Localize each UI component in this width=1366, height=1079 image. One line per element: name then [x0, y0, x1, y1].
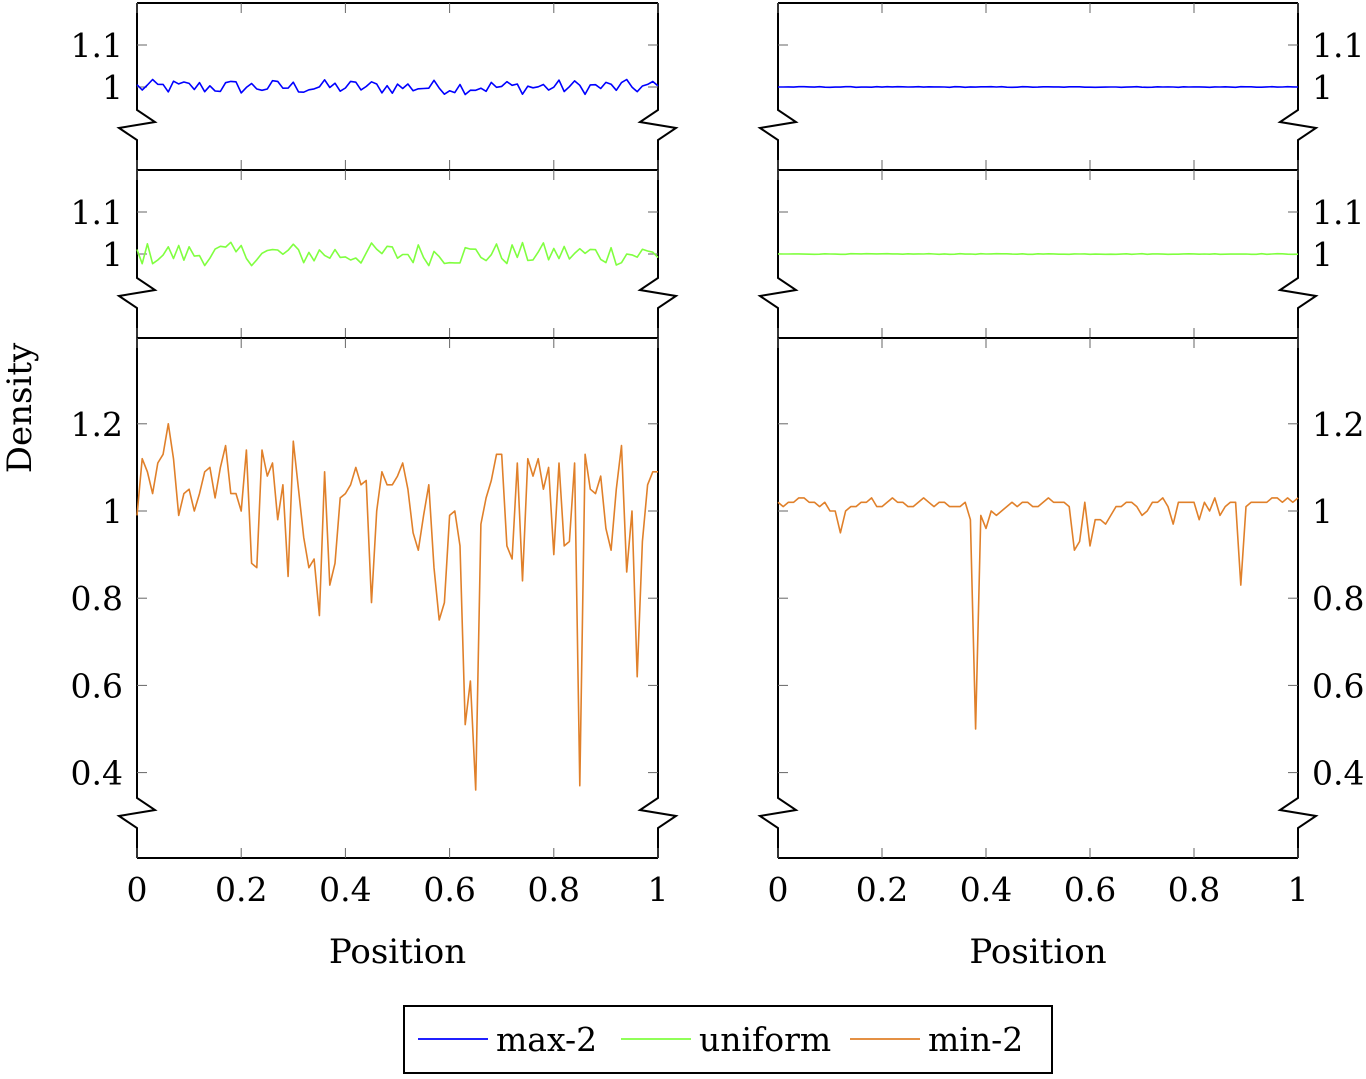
axis-left-border-break [116, 338, 158, 858]
y-tick-label: 0.6 [71, 666, 123, 705]
axis-left-border-break [757, 3, 799, 170]
y-tick-label: 0.4 [71, 754, 123, 793]
y-tick-label: 0.8 [71, 579, 123, 618]
axis-left-border-break [116, 170, 158, 338]
series-line-max-2 [136, 78, 659, 96]
legend-entry-max-2: max-2 [418, 1020, 597, 1059]
y-tick-label: 0.4 [1312, 754, 1364, 793]
y-tick-label: 1.1 [71, 193, 123, 232]
y-tick-label: 1.1 [1312, 26, 1364, 65]
x-axis-title: Position [329, 932, 466, 972]
y-tick-label: 1 [1312, 68, 1333, 107]
x-tick-label: 0.2 [856, 870, 908, 909]
y-tick-label: 1 [102, 492, 123, 531]
x-tick-label: 0.4 [960, 870, 1012, 909]
series-line-uniform [777, 252, 1299, 256]
x-tick-label: 1 [1288, 870, 1309, 909]
panel-right-top: 11.1 [757, 2, 1364, 170]
x-tick-label: 0.4 [319, 870, 371, 909]
x-axis-title: Position [969, 932, 1106, 972]
legend-label: max-2 [496, 1020, 597, 1059]
series-line-max-2 [778, 85, 1299, 89]
x-tick-label: 0 [127, 870, 148, 909]
legend-entry-uniform: uniform [621, 1020, 831, 1059]
x-tick-label: 0 [768, 870, 789, 909]
y-tick-label: 1.1 [71, 26, 123, 65]
legend-entry-min-2: min-2 [850, 1020, 1023, 1059]
axis-left-border-break [757, 170, 799, 338]
y-tick-label: 1 [102, 235, 123, 274]
legend-label: uniform [699, 1020, 831, 1059]
x-tick-label: 1 [648, 870, 669, 909]
axis-left-border-break [116, 3, 158, 170]
y-tick-label: 1.1 [1312, 193, 1364, 232]
panel-right-middle: 11.1 [757, 169, 1364, 338]
panel-left-top: 11.1 [71, 2, 679, 170]
panel-right-bottom: 0.4 0.6 0.8 1 1.2 0 0.2 0.4 0.6 0.8 1 Position [757, 337, 1364, 972]
legend-label: min-2 [928, 1020, 1023, 1059]
x-tick-label: 0.8 [528, 870, 580, 909]
x-tick-label: 0.6 [423, 870, 475, 909]
x-tick-label: 0.2 [215, 870, 267, 909]
y-tick-label: 0.6 [1312, 666, 1364, 705]
legend: max-2 uniform min-2 [403, 1005, 1053, 1074]
axis-right-border-break [1277, 3, 1319, 170]
axis-right-border-break [1277, 170, 1319, 338]
y-tick-label: 1 [1312, 235, 1333, 274]
axis-left-border-break [757, 338, 799, 858]
panel-left-bottom: 0.4 0.6 0.8 1 1.2 0 0.2 0.4 0.6 0.8 1 Position Densi… [0, 337, 679, 972]
y-tick-label: 1.2 [71, 405, 123, 444]
y-tick-label: 1 [1312, 492, 1333, 531]
axis-right-border-break [637, 170, 679, 338]
y-tick-label: 0.8 [1312, 579, 1364, 618]
series-line-min-2 [777, 497, 1299, 730]
x-tick-label: 0.6 [1064, 870, 1116, 909]
y-axis-title: Density [0, 342, 40, 473]
x-tick-label: 0.8 [1168, 870, 1220, 909]
y-tick-label: 1 [102, 68, 123, 107]
legend-box [403, 1005, 1053, 1074]
series-line-min-2 [136, 422, 658, 791]
axis-right-border-break [637, 338, 679, 858]
axis-right-border-break [637, 3, 679, 170]
y-tick-label: 1.2 [1312, 405, 1364, 444]
axis-right-border-break [1277, 338, 1319, 858]
series-line-uniform [136, 241, 659, 267]
panel-left-middle: 11.1 [71, 169, 679, 338]
